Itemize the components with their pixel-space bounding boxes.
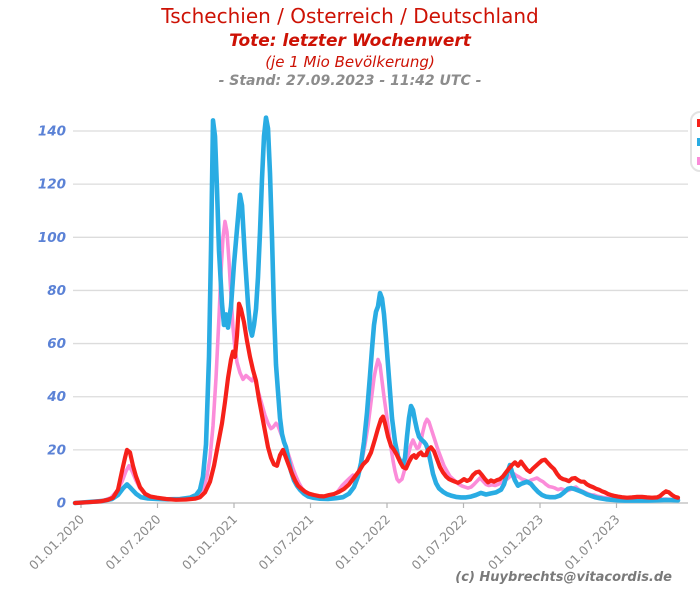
chart-subtitle: Tote: letzter Wochenwert — [229, 31, 471, 51]
y-axis-label: 80 — [47, 283, 66, 299]
legend-swatch-blue — [697, 137, 700, 146]
copyright-note: (c) Huybrechts@vitacordis.de — [455, 570, 672, 585]
x-axis-label: 01.01.2021 — [179, 512, 240, 573]
x-axis-label: 01.07.2023 — [561, 512, 622, 573]
x-axis-label: 01.07.2022 — [408, 512, 469, 573]
stand-note: - Stand: 27.09.2023 - 11:42 UTC - — [218, 73, 482, 89]
x-axis-label: 01.07.2021 — [255, 512, 316, 573]
legend-swatch-pink — [697, 156, 700, 165]
y-axis-label: 100 — [38, 230, 66, 246]
legend-swatch-red — [697, 118, 700, 127]
x-axis-label: 01.01.2022 — [332, 512, 393, 573]
y-axis-label: 140 — [38, 124, 66, 140]
x-axis-label: 01.01.2020 — [26, 511, 87, 572]
y-axis-label: 20 — [47, 442, 66, 458]
legend-item-blue — [697, 137, 700, 147]
series-red-line — [72, 301, 681, 506]
y-axis-label: 120 — [38, 177, 66, 193]
y-axis-label: 0 — [57, 496, 66, 512]
legend-item-red — [697, 118, 700, 128]
y-axis-label: 40 — [46, 389, 66, 405]
legend-item-pink — [697, 156, 700, 166]
series-pink-line — [73, 219, 680, 505]
x-axis-label: 01.01.2023 — [485, 512, 546, 573]
y-axis-label: 60 — [47, 336, 66, 352]
x-axis-label: 01.07.2020 — [102, 511, 163, 572]
page-title: Tschechien / Osterreich / Deutschland — [161, 4, 539, 28]
unit-note: (je 1 Mio Bevölkerung) — [265, 53, 435, 71]
series-blue-line — [72, 115, 681, 506]
legend — [690, 111, 700, 172]
